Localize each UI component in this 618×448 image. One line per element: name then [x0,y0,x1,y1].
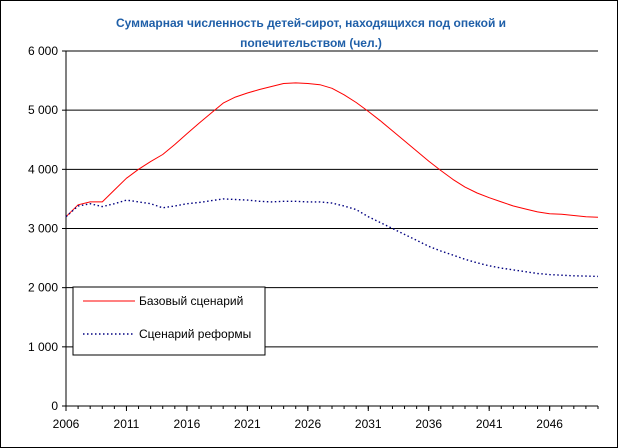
legend-label-base: Базовый сценарий [139,294,243,308]
chart-title: Суммарная численность детей-сирот, наход… [41,13,581,53]
x-tick-label: 2006 [53,417,80,431]
legend-label-reform: Сценарий реформы [139,327,251,341]
y-tick-label: 0 [51,399,58,413]
y-tick-label: 2 000 [28,281,58,295]
x-tick-label: 2036 [415,417,442,431]
x-tick-label: 2016 [174,417,201,431]
axes: 0 1 000 2 000 3 000 4 000 5 000 6 000 2006 2011 2… [28,44,599,431]
y-tick-label: 3 000 [28,222,58,236]
x-tick-label: 2046 [536,417,563,431]
series-line-reform [65,198,599,278]
legend-box [72,286,266,356]
series-lines [65,82,599,278]
x-tick-label: 2021 [234,417,261,431]
x-tick-label: 2041 [476,417,503,431]
x-tick-label: 2031 [355,417,382,431]
legend: Базовый сценарий Сценарий реформы [72,286,266,356]
y-tick-label: 6 000 [28,44,58,58]
y-tick-label: 1 000 [28,340,58,354]
chart-title-line-1: Суммарная численность детей-сирот, наход… [115,16,507,30]
y-tick-label: 4 000 [28,162,58,176]
x-tick-label: 2026 [294,417,321,431]
chart-title-line-2: попечительством (чел.) [240,36,382,50]
y-tick-label: 5 000 [28,103,58,117]
x-tick-label: 2011 [114,417,140,431]
series-line-base [65,82,599,218]
